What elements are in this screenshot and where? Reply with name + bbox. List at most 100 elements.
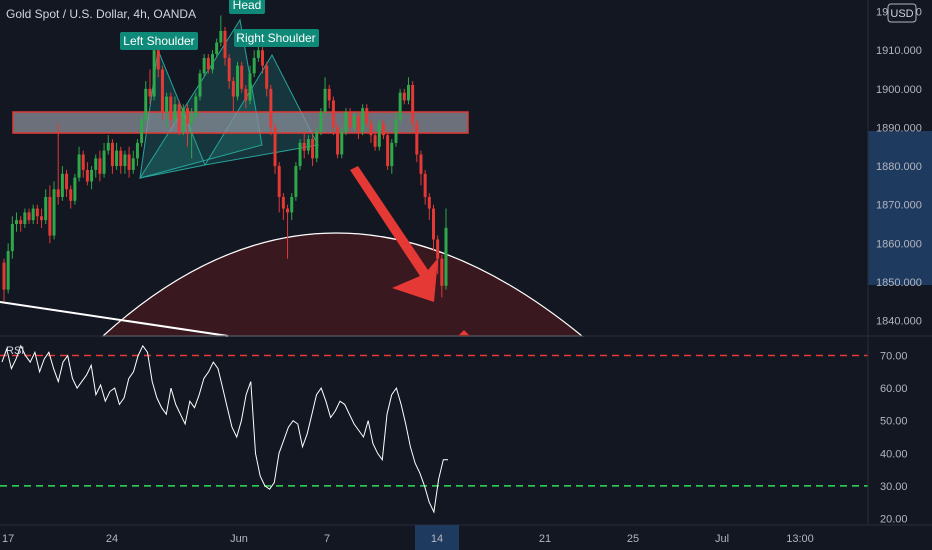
time-tick-label: 21	[539, 533, 551, 545]
time-tick-label: Jun	[230, 533, 248, 545]
rsi-tick-label: 40.00	[880, 448, 908, 460]
candle-body	[252, 57, 256, 74]
candle-body	[35, 208, 39, 217]
candle-body	[248, 73, 252, 101]
candle-body	[106, 142, 110, 151]
candle-body	[236, 65, 240, 97]
candle-body	[306, 139, 310, 151]
candle-body	[210, 54, 214, 70]
candle-body	[206, 57, 210, 70]
currency-label: USD	[890, 8, 913, 20]
time-tick-label: 25	[627, 533, 639, 545]
candle-body	[160, 69, 164, 112]
candle-body	[377, 123, 381, 147]
rsi-line	[1, 344, 448, 514]
candle-body	[436, 239, 440, 259]
candle-body	[52, 189, 56, 236]
candle-body	[240, 65, 244, 89]
price-tick-label: 1860.000	[876, 238, 922, 250]
price-tick-label: 1880.000	[876, 161, 922, 173]
rsi-tick-label: 60.00	[880, 383, 908, 395]
candle-body	[261, 50, 265, 66]
candle-body	[169, 96, 173, 120]
rsi-tick-label: 70.00	[880, 351, 908, 363]
candle-body	[344, 112, 348, 132]
right-shoulder-pattern	[203, 53, 319, 166]
candle-body	[444, 227, 448, 286]
time-tick-label: 14	[431, 533, 443, 545]
rsi-layer	[0, 344, 868, 514]
candle-body	[156, 50, 160, 70]
candle-body	[336, 127, 340, 155]
candle-body	[369, 123, 373, 136]
candle-body	[227, 57, 231, 82]
candle-body	[348, 112, 352, 128]
candle-body	[381, 123, 385, 136]
candle-body	[110, 142, 114, 167]
candle-body	[19, 220, 23, 224]
candle-body	[294, 166, 298, 197]
down-arrow	[350, 166, 438, 302]
candle-body	[277, 166, 281, 197]
price-tick-label: 1850.000	[876, 277, 922, 289]
candle-body	[431, 208, 435, 240]
time-tick-label: 24	[106, 533, 118, 545]
candle-body	[190, 115, 194, 124]
candle-body	[423, 173, 427, 197]
candle-body	[77, 154, 81, 178]
time-tick-label: 17	[2, 533, 14, 545]
time-tick-label: 7	[324, 533, 330, 545]
candle-body	[144, 88, 148, 120]
candle-body	[81, 154, 85, 170]
candle-body	[6, 251, 10, 290]
currency-badge[interactable]	[887, 3, 917, 23]
candle-body	[115, 150, 119, 167]
candle-body	[152, 50, 156, 97]
candle-body	[356, 115, 360, 132]
price-tick-label: 1870.000	[876, 200, 922, 212]
candle-body	[352, 115, 356, 128]
candle-body	[394, 119, 398, 143]
arrow-tip-marker	[458, 330, 470, 336]
candle-body	[440, 258, 444, 286]
rsi-tick-label: 30.00	[880, 481, 908, 493]
candle-body	[181, 108, 185, 132]
candle-body	[140, 119, 144, 143]
time-tick-label: Jul	[715, 533, 729, 545]
candle-body	[281, 196, 285, 209]
candle-body	[365, 108, 369, 124]
candle-body	[398, 92, 402, 120]
time-axis-highlight	[415, 525, 459, 550]
candle-body	[173, 104, 177, 120]
candle-body	[127, 154, 131, 170]
candle-body	[94, 158, 98, 170]
rsi-tick-label: 50.00	[880, 416, 908, 428]
candle-body	[165, 96, 169, 112]
candle-body	[219, 30, 223, 43]
candle-body	[98, 158, 102, 174]
candle-body	[361, 108, 365, 132]
candle-body	[273, 127, 277, 167]
candle-body	[419, 154, 423, 174]
candle-body	[406, 84, 410, 101]
candle-body	[23, 212, 27, 224]
candle-body	[15, 220, 19, 224]
candle-body	[185, 108, 189, 124]
candle-body	[90, 169, 94, 182]
right-shoulder-label-box	[234, 29, 319, 47]
time-tick-label: 13:00	[786, 533, 814, 545]
candle-body	[10, 224, 14, 252]
candle-body	[194, 96, 198, 116]
candle-body	[202, 57, 206, 74]
price-axis-highlight	[868, 131, 932, 285]
candle-body	[386, 135, 390, 167]
head-label-box	[229, 0, 265, 14]
candle-body	[331, 100, 335, 128]
candle-body	[40, 216, 44, 221]
candle-body	[427, 196, 431, 209]
candle-body	[265, 65, 269, 89]
candle-body	[148, 88, 152, 97]
candle-body	[131, 158, 135, 170]
